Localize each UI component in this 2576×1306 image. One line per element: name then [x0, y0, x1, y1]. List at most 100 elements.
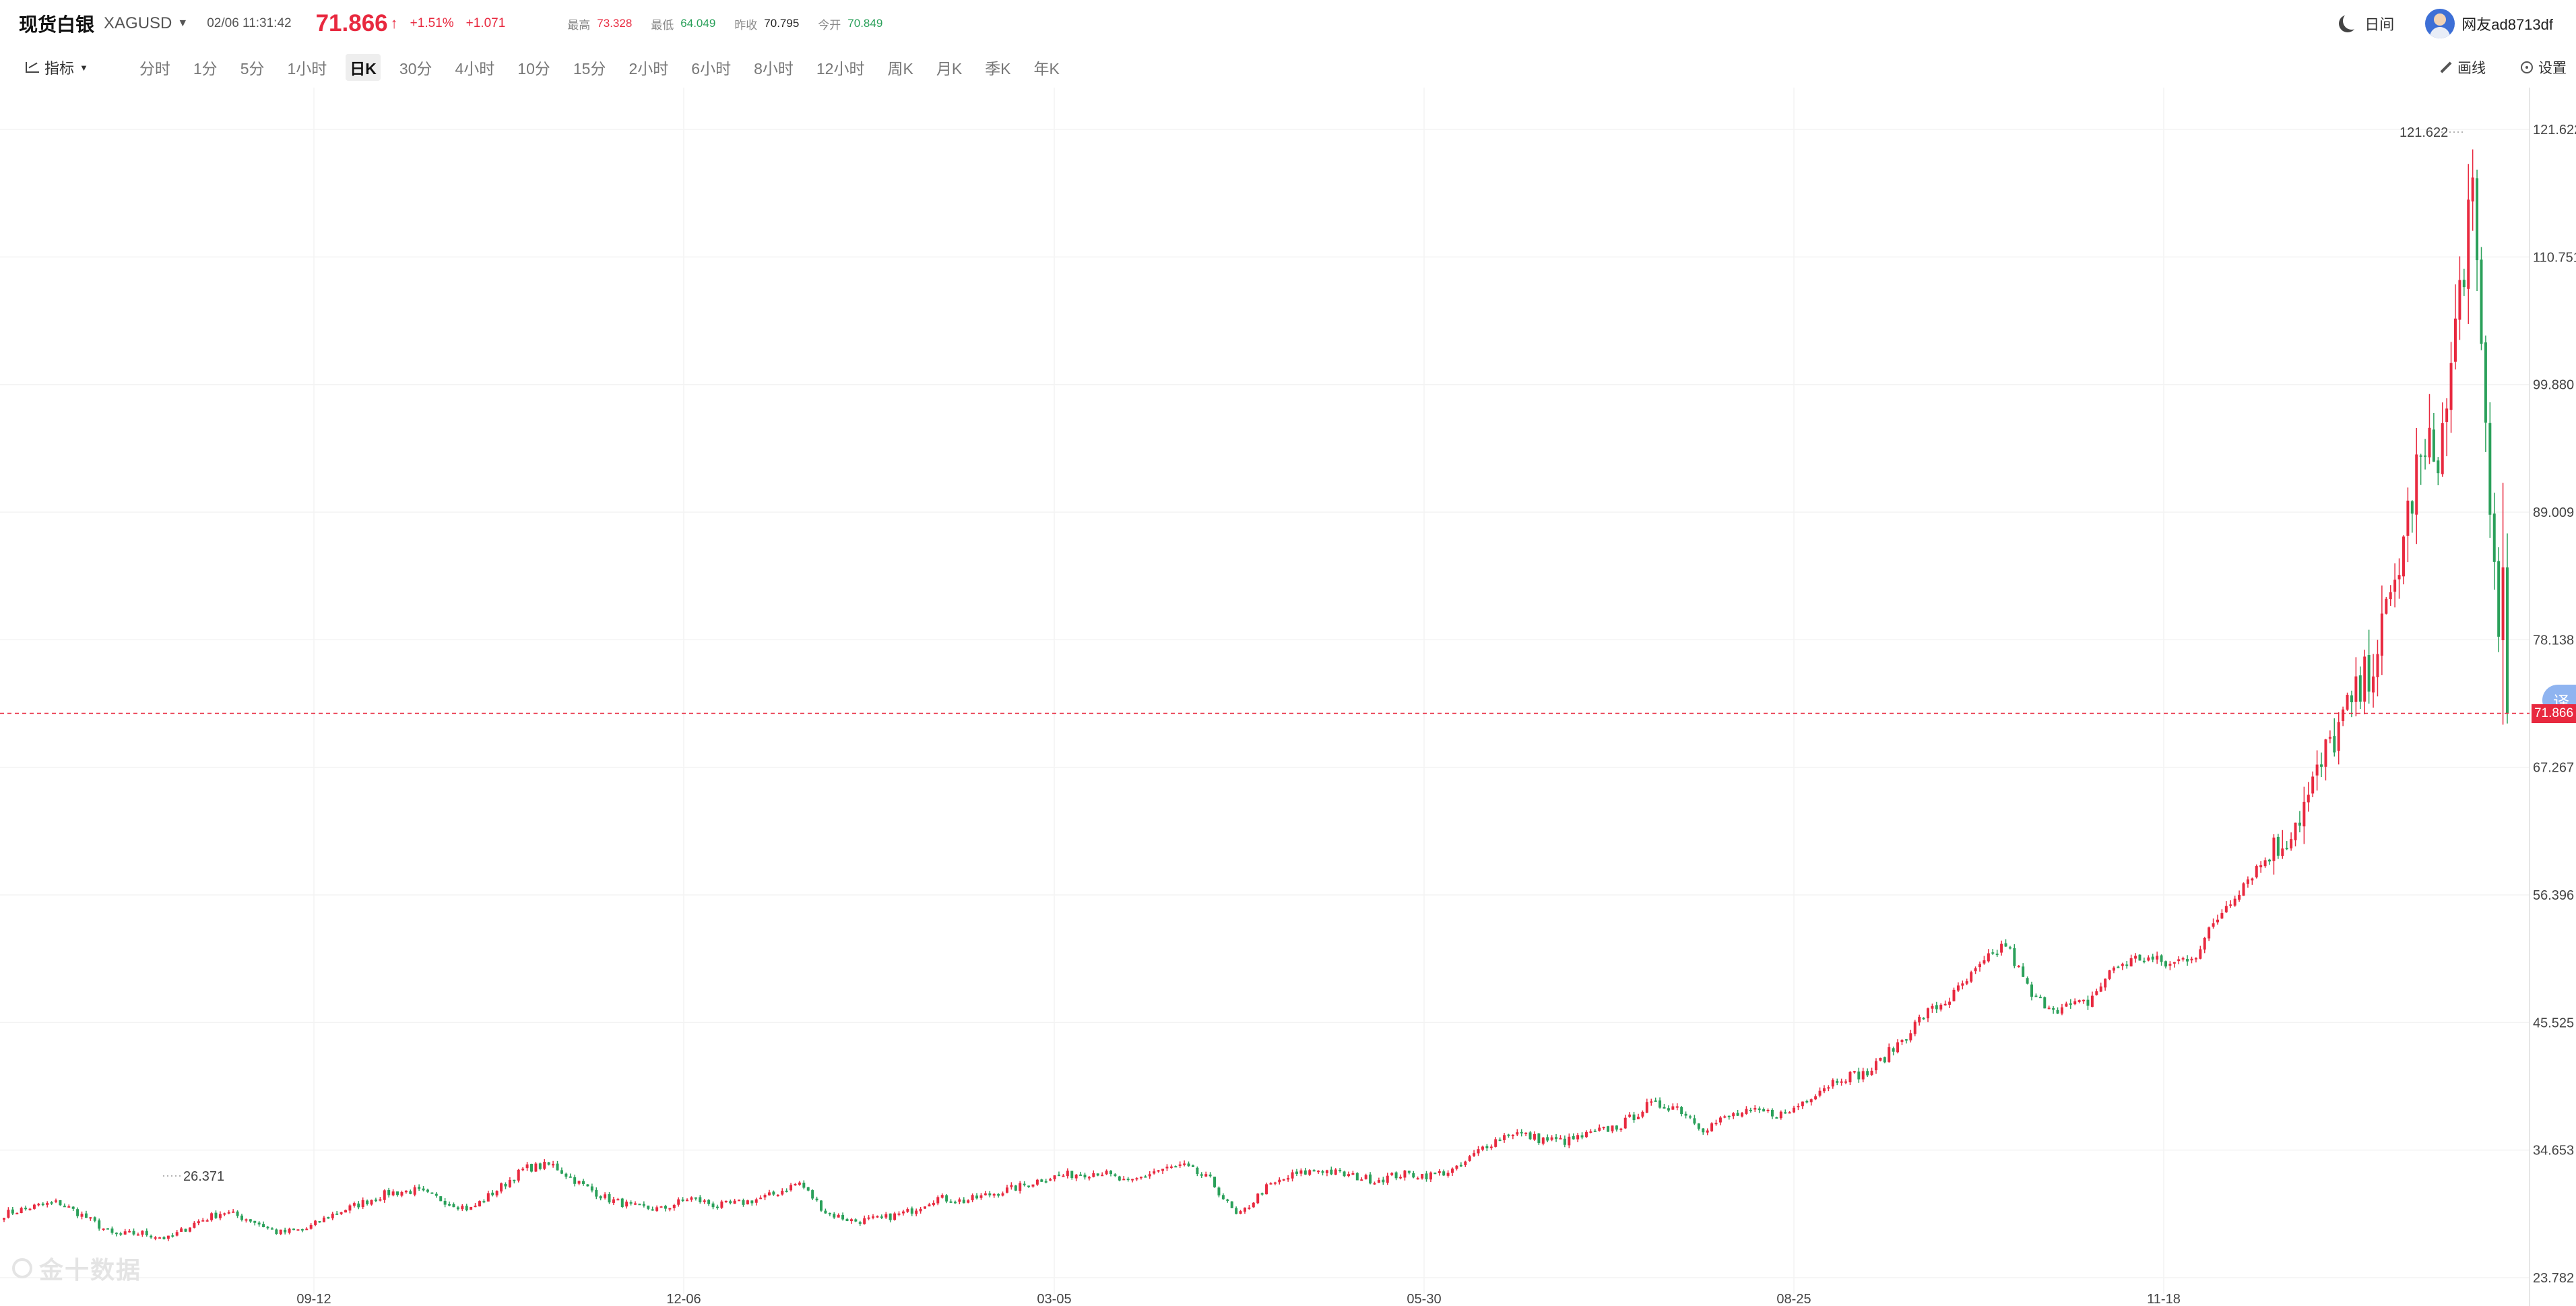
tab-period-4[interactable]: 日K	[346, 54, 381, 81]
logo-icon	[12, 1258, 32, 1278]
candle-body	[150, 1235, 153, 1238]
tab-period-14[interactable]: 月K	[936, 60, 963, 77]
candle-body	[2251, 878, 2254, 881]
tab-period-1[interactable]: 1分	[193, 60, 218, 77]
candle-body	[560, 1170, 563, 1174]
kline-chart-canvas[interactable]: 09-12 12-06 03-05 05-30 08-25 11-18 121.622 110…	[0, 88, 2576, 1306]
tab-period-8[interactable]: 15分	[573, 60, 606, 77]
candle-body	[3, 1218, 5, 1220]
candle-body	[1602, 1127, 1605, 1129]
candle-body	[729, 1201, 732, 1204]
candle-body	[2034, 995, 2038, 997]
candle-body	[55, 1200, 58, 1202]
settings-button[interactable]: 设置	[2521, 57, 2567, 77]
symbol-code[interactable]: XAGUSD	[104, 14, 172, 32]
y-tick-label: 110.751	[2533, 250, 2576, 265]
settings-label: 设置	[2538, 61, 2567, 76]
tab-period-5[interactable]: 30分	[399, 60, 432, 77]
candle-body	[1637, 1117, 1640, 1119]
candle-body	[1014, 1185, 1017, 1191]
candle-body	[2026, 978, 2029, 984]
candle-body	[136, 1234, 139, 1236]
candle-body	[599, 1196, 602, 1199]
candle-body	[205, 1220, 209, 1222]
candle-body	[2367, 655, 2371, 692]
tab-period-6[interactable]: 4小时	[455, 60, 495, 77]
candle-body	[84, 1213, 88, 1218]
candle-body	[1593, 1130, 1597, 1132]
candle-body	[738, 1200, 741, 1202]
candle-body	[1766, 1109, 1770, 1111]
candle-body	[2419, 455, 2422, 457]
candle-body	[2424, 455, 2427, 457]
candle-body	[2190, 958, 2193, 961]
candle-body	[647, 1206, 650, 1209]
symbol-dropdown-icon[interactable]: ▼	[177, 18, 189, 29]
candle-body	[940, 1195, 944, 1198]
indicator-button[interactable]: 指标 ▼	[26, 57, 88, 78]
candle-body	[305, 1229, 309, 1231]
candle-body	[1753, 1108, 1757, 1110]
candle-body	[1291, 1172, 1294, 1179]
candle-body	[975, 1195, 979, 1199]
tab-period-9[interactable]: 2小时	[629, 60, 669, 77]
tab-period-15[interactable]: 季K	[985, 60, 1011, 77]
tab-period-12[interactable]: 12小时	[816, 60, 865, 77]
tab-period-7[interactable]: 10分	[517, 60, 550, 77]
candle-body	[1745, 1109, 1748, 1114]
candle-body	[534, 1163, 538, 1172]
candle-body	[1650, 1101, 1653, 1103]
candle-body	[2393, 580, 2397, 592]
candle-body	[162, 1237, 166, 1239]
avatar[interactable]	[2425, 9, 2455, 38]
candle-body	[37, 1204, 40, 1206]
candle-body	[2022, 966, 2025, 977]
candle-body	[2376, 654, 2379, 677]
tab-period-13[interactable]: 周K	[887, 60, 913, 77]
change-percent: +1.51%	[410, 16, 454, 30]
kline-chart[interactable]: 09-12 12-06 03-05 05-30 08-25 11-18 121.622 110…	[0, 88, 2576, 1306]
candle-body	[1412, 1173, 1415, 1178]
tab-period-3[interactable]: 1小时	[287, 60, 327, 77]
candle-body	[863, 1218, 866, 1224]
candle-body	[478, 1201, 481, 1207]
candle-body	[513, 1179, 516, 1181]
candle-body	[1165, 1167, 1169, 1169]
candle-body	[2004, 943, 2007, 947]
draw-line-button[interactable]: 画线	[2439, 57, 2486, 77]
candle-body	[1265, 1184, 1268, 1195]
candle-body	[1287, 1177, 1290, 1180]
candle-body	[1269, 1183, 1273, 1185]
candle-body	[2095, 991, 2098, 995]
candle-body	[1697, 1123, 1700, 1129]
candle-body	[1213, 1177, 1217, 1187]
candle-body	[1689, 1116, 1692, 1118]
candle-body	[2208, 927, 2211, 939]
candle-body	[1844, 1081, 1848, 1083]
candle-body	[2449, 363, 2453, 410]
candle-body	[1355, 1173, 1359, 1181]
tab-period-16[interactable]: 年K	[1033, 60, 1060, 77]
candle-body	[2186, 959, 2189, 962]
candle-body	[1399, 1177, 1402, 1179]
candle-body	[582, 1181, 585, 1184]
candle-body	[1913, 1022, 1917, 1034]
candle-body	[880, 1216, 883, 1218]
candle-body	[659, 1206, 663, 1208]
tab-period-2[interactable]: 5分	[240, 60, 265, 77]
candle-body	[71, 1206, 75, 1209]
candle-body	[1784, 1112, 1787, 1114]
candle-body	[2056, 1009, 2059, 1014]
candle-body	[80, 1214, 84, 1217]
username[interactable]: 网友ad8713df	[2461, 16, 2553, 33]
candle-body	[1758, 1108, 1761, 1111]
candle-body	[2272, 837, 2276, 861]
candle-body	[1169, 1167, 1173, 1169]
candle-body	[1507, 1134, 1510, 1136]
candle-body	[1935, 1005, 1938, 1009]
tab-period-0[interactable]: 分时	[139, 60, 170, 77]
candle-body	[867, 1217, 870, 1219]
theme-toggle-button[interactable]: 日间	[2338, 13, 2394, 34]
tab-period-11[interactable]: 8小时	[754, 60, 794, 77]
tab-period-10[interactable]: 6小时	[691, 60, 732, 77]
